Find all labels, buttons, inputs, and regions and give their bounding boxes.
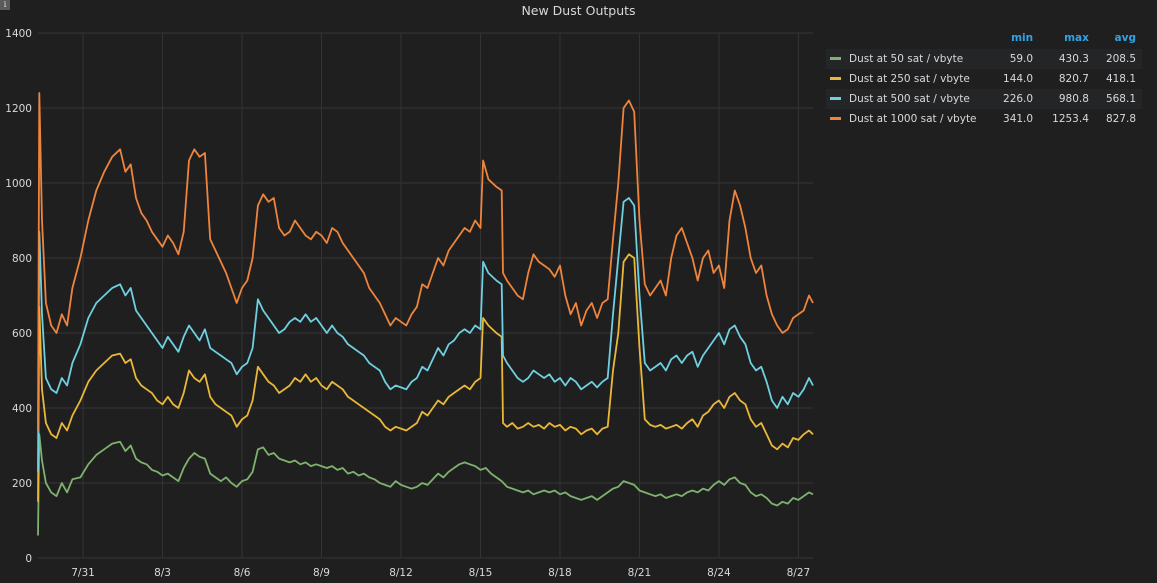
x-tick-label: 8/21 <box>628 567 652 579</box>
legend-row-dust-50[interactable]: Dust at 50 sat / vbyte 59.0 430.3 208.5 <box>826 49 1142 69</box>
legend-series-cell[interactable]: Dust at 1000 sat / vbyte <box>826 109 992 129</box>
legend-max-dust-250: 820.7 <box>1039 69 1095 89</box>
legend-label-dust-1000[interactable]: Dust at 1000 sat / vbyte <box>849 113 977 125</box>
legend-avg-dust-1000: 827.8 <box>1094 109 1142 129</box>
x-axis: 7/31 8/3 8/6 8/9 8/12 8/15 8/18 8/21 8/24 8/27 <box>71 567 810 579</box>
x-tick-label: 8/12 <box>389 567 413 579</box>
legend-row-dust-250[interactable]: Dust at 250 sat / vbyte 144.0 820.7 418.… <box>826 69 1142 89</box>
series-lines <box>37 92 814 536</box>
legend-label-dust-500[interactable]: Dust at 500 sat / vbyte <box>849 93 970 105</box>
legend-row-dust-1000[interactable]: Dust at 1000 sat / vbyte 341.0 1253.4 82… <box>826 109 1142 129</box>
legend-min-dust-50: 59.0 <box>992 49 1040 69</box>
legend-max-dust-1000: 1253.4 <box>1039 109 1095 129</box>
legend-series-cell[interactable]: Dust at 250 sat / vbyte <box>826 69 992 89</box>
legend-avg-dust-500: 568.1 <box>1094 89 1142 109</box>
legend-swatch-dust-250[interactable] <box>830 76 841 80</box>
x-tick-label: 8/27 <box>787 567 811 579</box>
legend-min-dust-500: 226.0 <box>992 89 1040 109</box>
x-tick-label: 8/15 <box>469 567 493 579</box>
x-tick-label: 8/24 <box>707 567 731 579</box>
legend-header-series <box>826 30 992 49</box>
legend-series-cell[interactable]: Dust at 500 sat / vbyte <box>826 89 992 109</box>
x-tick-label: 8/18 <box>548 567 572 579</box>
x-tick-label: 8/6 <box>234 567 251 579</box>
legend-label-dust-250[interactable]: Dust at 250 sat / vbyte <box>849 73 970 85</box>
legend-avg-dust-50: 208.5 <box>1094 49 1142 69</box>
y-tick-label: 1200 <box>5 103 32 115</box>
legend-swatch-dust-50[interactable] <box>830 56 841 60</box>
x-tick-label: 8/9 <box>313 567 330 579</box>
legend-header-max[interactable]: max <box>1064 32 1089 44</box>
series-line-2[interactable] <box>37 197 814 472</box>
y-tick-label: 600 <box>12 328 32 340</box>
info-icon[interactable]: i <box>0 0 10 10</box>
legend-header-min[interactable]: min <box>1011 32 1034 44</box>
legend-swatch-dust-500[interactable] <box>830 96 841 100</box>
y-tick-label: 0 <box>25 553 32 565</box>
y-tick-label: 1400 <box>5 28 32 40</box>
y-tick-label: 400 <box>12 403 32 415</box>
legend-series-cell[interactable]: Dust at 50 sat / vbyte <box>826 49 992 69</box>
legend: min max avg Dust at 50 sat / vbyte 59.0 … <box>826 30 1142 129</box>
y-tick-label: 800 <box>12 253 32 265</box>
y-tick-label: 1000 <box>5 178 32 190</box>
chart-grid <box>38 32 813 559</box>
legend-header-row: min max avg <box>826 30 1142 49</box>
legend-min-dust-250: 144.0 <box>992 69 1040 89</box>
legend-max-dust-50: 430.3 <box>1039 49 1095 69</box>
legend-row-dust-500[interactable]: Dust at 500 sat / vbyte 226.0 980.8 568.… <box>826 89 1142 109</box>
panel-title[interactable]: New Dust Outputs <box>521 3 636 18</box>
series-line-0[interactable] <box>37 433 814 536</box>
y-tick-label: 200 <box>12 478 32 490</box>
series-line-1[interactable] <box>37 253 814 502</box>
x-tick-label: 7/31 <box>71 567 95 579</box>
y-axis: 0 200 400 600 800 1000 1200 1400 <box>5 28 32 565</box>
legend-min-dust-1000: 341.0 <box>992 109 1040 129</box>
legend-table: min max avg Dust at 50 sat / vbyte 59.0 … <box>826 30 1142 129</box>
legend-header-avg[interactable]: avg <box>1114 32 1136 44</box>
legend-swatch-dust-1000[interactable] <box>830 116 841 120</box>
legend-max-dust-500: 980.8 <box>1039 89 1095 109</box>
legend-avg-dust-250: 418.1 <box>1094 69 1142 89</box>
legend-label-dust-50[interactable]: Dust at 50 sat / vbyte <box>849 53 964 65</box>
series-line-3[interactable] <box>37 92 814 431</box>
x-tick-label: 8/3 <box>154 567 171 579</box>
